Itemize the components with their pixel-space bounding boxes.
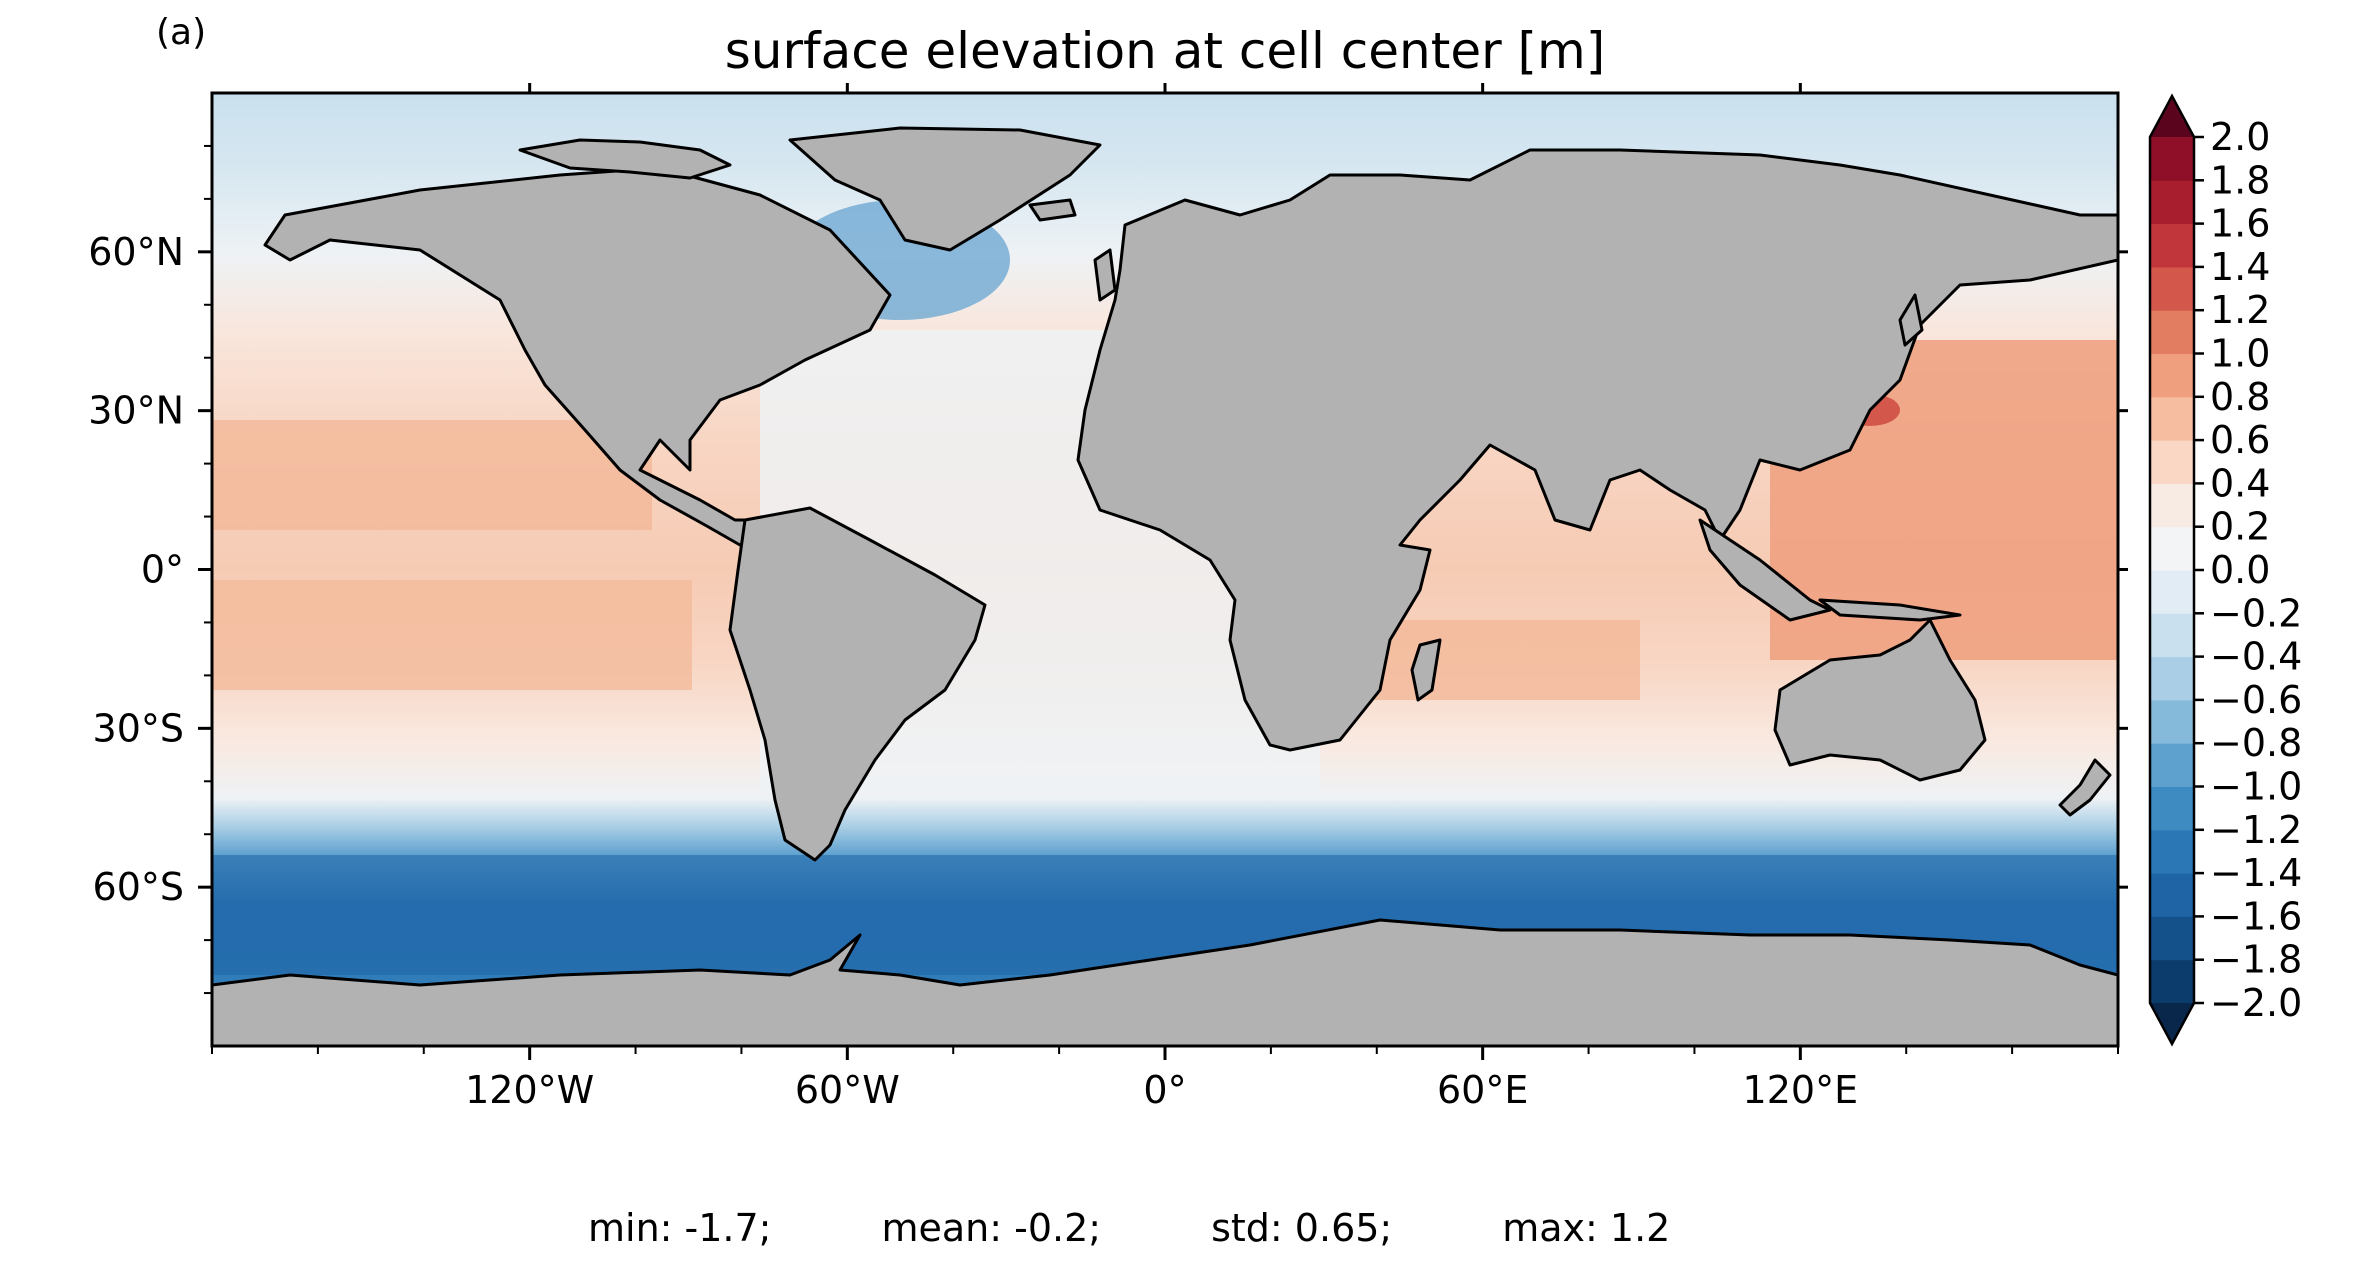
colorbar-bin bbox=[2150, 266, 2194, 311]
landmass-new-zealand bbox=[2058, 758, 2112, 817]
lon-tick-label: 120°E bbox=[1743, 1068, 1859, 1112]
colorbar-tick-label: 0.4 bbox=[2210, 461, 2270, 505]
stat-max: max: 1.2 bbox=[1502, 1206, 1671, 1250]
colorbar-bin bbox=[2150, 353, 2194, 398]
colorbar-bin bbox=[2150, 743, 2194, 787]
colorbar-tick-label: −0.8 bbox=[2210, 721, 2302, 765]
lat-tick-label: 60°S bbox=[93, 865, 184, 909]
colorbar-bin bbox=[2150, 570, 2194, 614]
colorbar-tick-label: 1.2 bbox=[2210, 288, 2270, 332]
colorbar-bin bbox=[2150, 613, 2194, 658]
colorbar-tick-label: −0.4 bbox=[2210, 635, 2302, 679]
colorbar-tick-label: −1.8 bbox=[2210, 938, 2302, 982]
lon-tick-label: 60°W bbox=[795, 1068, 900, 1112]
latitude-axis: 60°N 30°N 0° 30°S 60°S bbox=[88, 144, 2128, 995]
colorbar-tick-label: 0.6 bbox=[2210, 418, 2270, 462]
stat-std: std: 0.65; bbox=[1211, 1206, 1393, 1250]
landmass-arctic-islands bbox=[518, 138, 732, 180]
landmass-uk-iceland bbox=[1028, 198, 1117, 302]
colorbar-bin bbox=[2150, 440, 2194, 484]
colorbar-tick-label: −0.6 bbox=[2210, 678, 2302, 722]
field-region-north-pacific bbox=[212, 420, 652, 530]
lat-tick-label: 0° bbox=[141, 548, 184, 592]
field-statistics: min: -1.7; mean: -0.2; std: 0.65; max: 1.2 bbox=[588, 1206, 1670, 1250]
colorbar-tick-label: 1.8 bbox=[2210, 158, 2270, 202]
colorbar-extend-low bbox=[2150, 1003, 2194, 1044]
longitude-axis: 120°W 60°W 0° 60°E 120°E bbox=[211, 83, 2119, 1112]
colorbar-tick-label: 1.6 bbox=[2210, 202, 2270, 246]
colorbar-extend-high bbox=[2150, 96, 2194, 137]
landmass-africa-eurasia bbox=[1076, 148, 2118, 752]
colorbar-tick-label: −2.0 bbox=[2210, 981, 2302, 1025]
map-area bbox=[212, 93, 2118, 1046]
colorbar-bin bbox=[2150, 699, 2194, 744]
stat-min: min: -1.7; bbox=[588, 1206, 772, 1250]
colorbar-bin bbox=[2150, 786, 2194, 831]
colorbar-tick-label: 0.2 bbox=[2210, 505, 2270, 549]
landmass-australia bbox=[1773, 618, 1987, 782]
field-region-indian-ocean bbox=[1360, 620, 1640, 700]
colorbar-bin bbox=[2150, 137, 2194, 181]
landmass-north-america bbox=[263, 166, 892, 547]
field-region-south-pacific bbox=[212, 580, 692, 690]
lon-tick-label: 120°W bbox=[465, 1068, 594, 1112]
lon-tick-label: 0° bbox=[1143, 1068, 1186, 1112]
colorbar-tick-label: −1.4 bbox=[2210, 851, 2302, 895]
colorbar: 2.01.81.61.41.21.00.80.60.40.20.0−0.2−0.… bbox=[2148, 93, 2302, 1047]
colorbar-bin bbox=[2150, 829, 2194, 874]
colorbar-bin bbox=[2150, 873, 2194, 917]
landmass-madagascar bbox=[1410, 638, 1442, 702]
landmass-antarctica bbox=[212, 918, 2118, 1046]
lat-tick-label: 30°S bbox=[93, 706, 184, 750]
landmass-maritime-continent bbox=[1698, 518, 1962, 622]
colorbar-bin bbox=[2150, 483, 2194, 528]
stat-mean: mean: -0.2; bbox=[881, 1206, 1102, 1250]
colorbar-bin bbox=[2150, 396, 2194, 441]
land-masses bbox=[212, 126, 2118, 1046]
colorbar-tick-label: 2.0 bbox=[2210, 115, 2270, 159]
colorbar-tick-label: 1.4 bbox=[2210, 245, 2270, 289]
colorbar-tick-label: 0.0 bbox=[2210, 548, 2270, 592]
colorbar-bin bbox=[2150, 223, 2194, 268]
colorbar-tick-label: 1.0 bbox=[2210, 332, 2270, 376]
colorbar-bin bbox=[2150, 959, 2194, 1004]
map-title: surface elevation at cell center [m] bbox=[724, 22, 1606, 80]
lon-tick-label: 60°E bbox=[1437, 1068, 1528, 1112]
panel-label: (a) bbox=[156, 12, 207, 53]
colorbar-tick-label: −1.6 bbox=[2210, 894, 2302, 938]
colorbar-bin bbox=[2150, 916, 2194, 961]
colorbar-bin bbox=[2150, 180, 2194, 225]
colorbar-tick-label: −0.2 bbox=[2210, 591, 2302, 635]
colorbar-bin bbox=[2150, 526, 2194, 571]
landmass-japan bbox=[1898, 293, 1924, 347]
landmass-south-america bbox=[728, 506, 987, 862]
colorbar-bin bbox=[2150, 656, 2194, 701]
colorbar-tick-label: 0.8 bbox=[2210, 375, 2270, 419]
lat-tick-label: 60°N bbox=[88, 230, 184, 274]
colorbar-tick-label: −1.2 bbox=[2210, 808, 2302, 852]
lat-tick-label: 30°N bbox=[88, 389, 184, 433]
landmass-greenland bbox=[788, 126, 1102, 252]
colorbar-bin bbox=[2150, 310, 2194, 354]
colorbar-tick-label: −1.0 bbox=[2210, 765, 2302, 809]
